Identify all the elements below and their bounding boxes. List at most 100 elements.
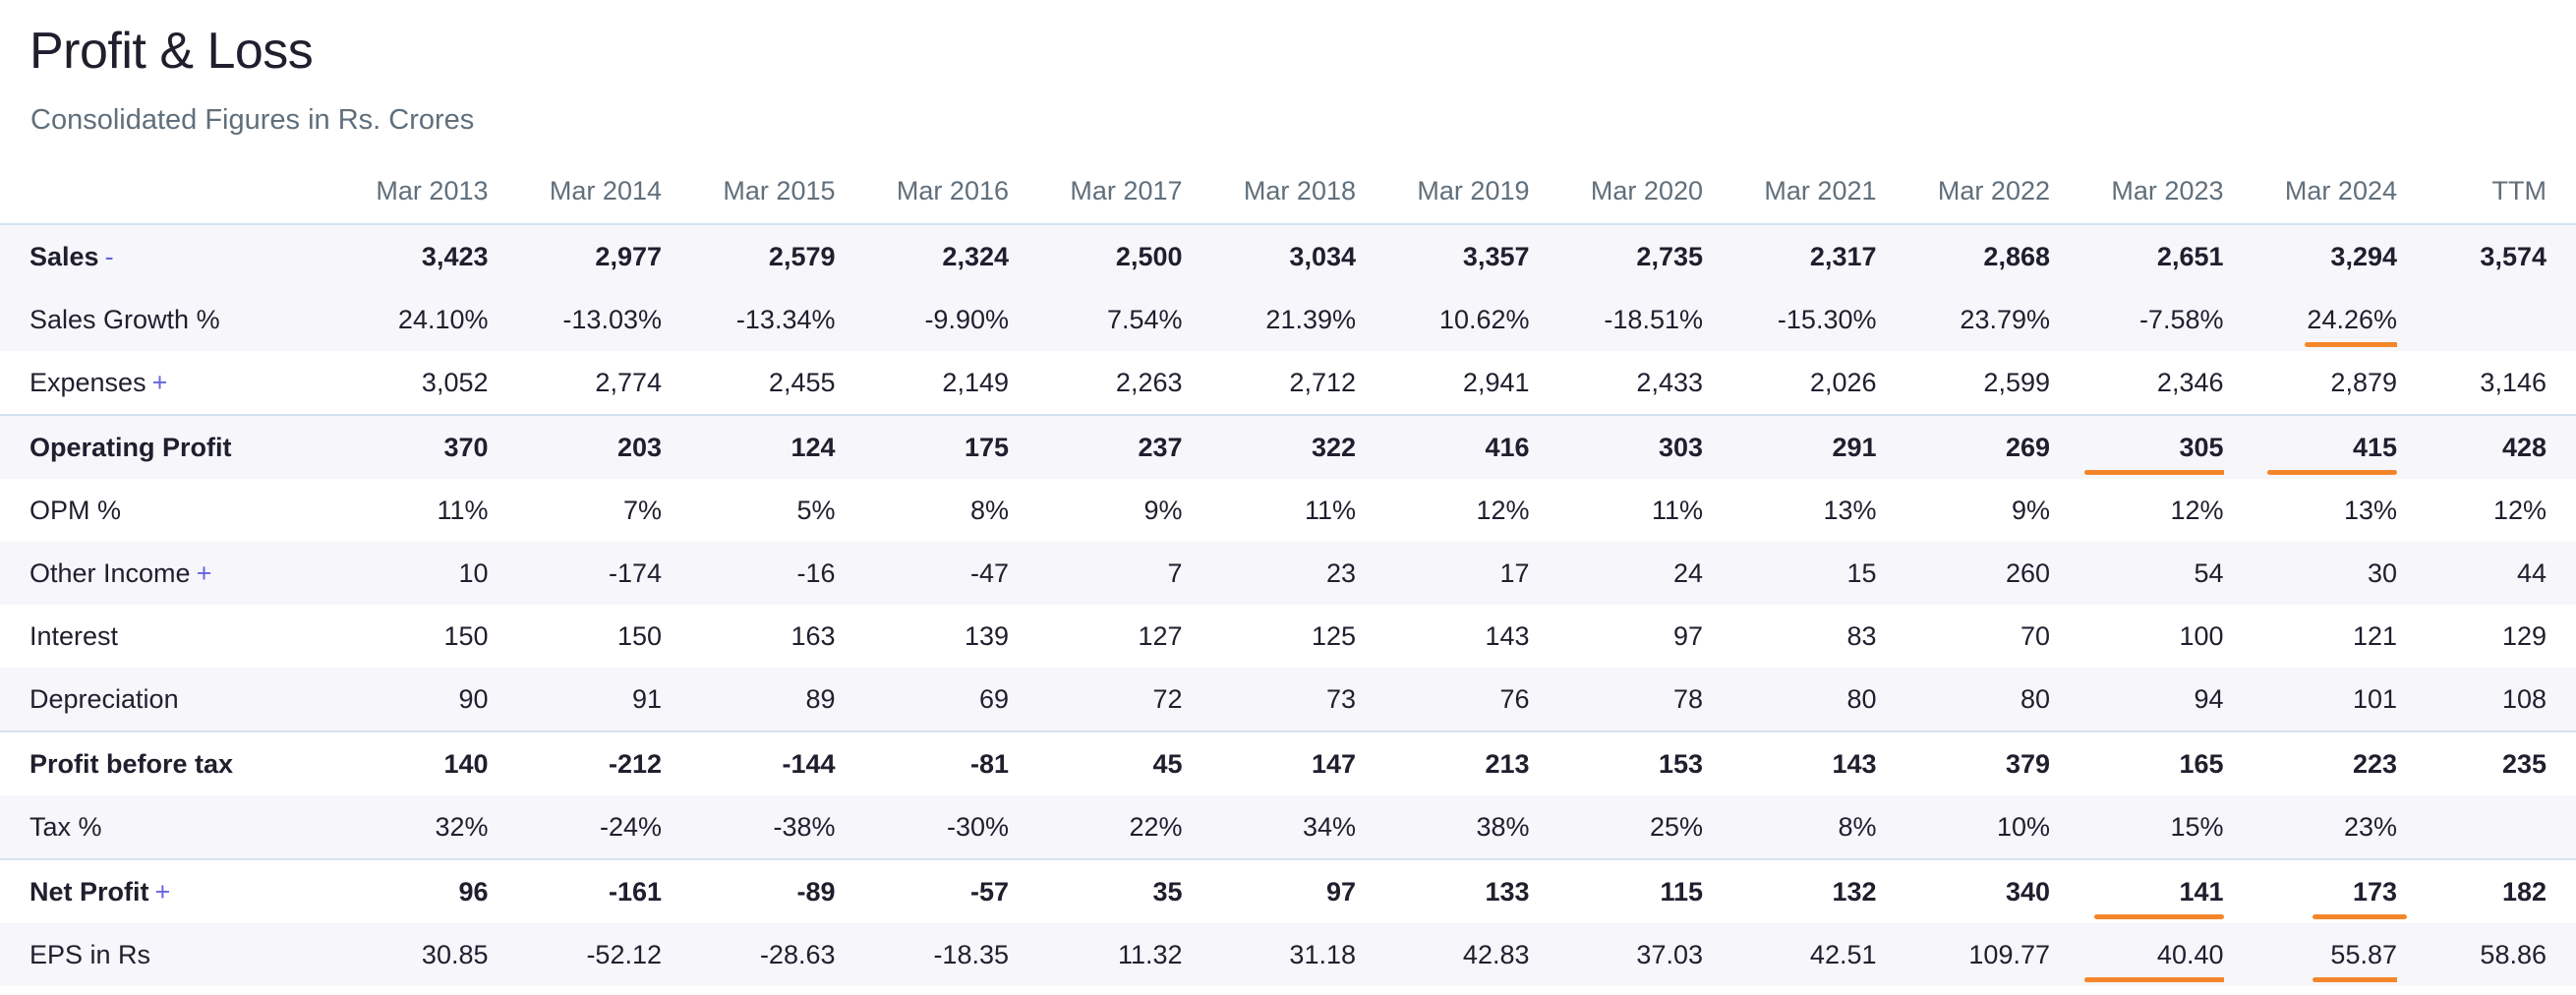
table-cell: 109.77 [1876, 923, 2050, 986]
row-other-income[interactable]: Other Income + 10 -174 -16 -47 7 23 17 24… [0, 542, 2576, 605]
row-sales[interactable]: Sales - 3,423 2,977 2,579 2,324 2,500 3,0… [0, 224, 2576, 288]
table-cell: 9% [1143, 495, 1183, 525]
table-cell: 303 [1529, 414, 1703, 479]
table-cell: 42.83 [1356, 923, 1530, 986]
table-cell: -212 [488, 731, 662, 795]
table-cell: 10% [1876, 795, 2050, 859]
table-cell: 143 [1485, 620, 1530, 651]
table-cell: 125 [1311, 620, 1356, 651]
table-cell: 213 [1356, 731, 1530, 795]
column-header: Mar 2022 [1876, 159, 2050, 225]
table-cell: 34% [1182, 795, 1356, 859]
profit-loss-table: Mar 2013 Mar 2014 Mar 2015 Mar 2016 Mar … [0, 159, 2576, 986]
page-subtitle: Consolidated Figures in Rs. Crores [30, 104, 475, 136]
table-cell: 127 [1138, 620, 1183, 651]
highlighted-cell: 141 [2050, 858, 2224, 923]
column-header: Mar 2017 [1009, 159, 1183, 225]
table-cell: 2,433 [1636, 367, 1703, 397]
row-label-text[interactable]: Expenses [29, 367, 146, 397]
table-cell: 15 [1703, 542, 1877, 605]
table-cell: 2,774 [595, 367, 662, 397]
table-cell: 12% [2170, 495, 2224, 525]
table-cell: 322 [1182, 414, 1356, 479]
table-cell: 97 [1182, 858, 1356, 923]
table-cell: -28.63 [662, 923, 836, 986]
row-net-profit[interactable]: Net Profit + 96 -161 -89 -57 35 97 133 11… [0, 858, 2576, 923]
page-title: Profit & Loss [29, 23, 314, 80]
column-header: Mar 2024 [2223, 159, 2397, 225]
table-cell: 54 [2050, 542, 2224, 605]
row-label: Interest [29, 620, 119, 651]
row-label[interactable]: Other Income + [0, 542, 315, 605]
row-label[interactable]: Sales - [0, 224, 315, 288]
row-label: Sales Growth % [0, 288, 315, 351]
table-cell: 42.51 [1703, 923, 1877, 986]
table-cell: 150 [616, 620, 662, 651]
row-label[interactable]: Expenses + [0, 351, 315, 415]
table-cell: 11% [437, 495, 489, 525]
table-cell: 12% [1476, 495, 1530, 525]
table-cell: -30% [835, 795, 1009, 859]
table-cell: -24% [488, 795, 662, 859]
table-cell: 416 [1356, 414, 1530, 479]
table-cell: 3,146 [2480, 367, 2547, 397]
table-cell: 3,423 [315, 224, 489, 288]
table-cell: 10.62% [1356, 288, 1530, 351]
table-cell: 260 [1876, 542, 2050, 605]
table-cell: 3,052 [421, 367, 489, 397]
table-cell: 2,455 [768, 367, 836, 397]
table-cell: 44 [2397, 542, 2576, 605]
table-cell: 30 [2223, 542, 2397, 605]
table-cell: -57 [835, 858, 1009, 923]
row-expenses[interactable]: Expenses + 3,052 2,774 2,455 2,149 2,263 … [0, 351, 2576, 415]
table-cell: 379 [1876, 731, 2050, 795]
expand-toggle[interactable]: + [154, 876, 171, 907]
table-cell: 5% [796, 495, 836, 525]
column-header: Mar 2014 [488, 159, 662, 225]
highlighted-cell: 55.87 [2223, 923, 2407, 986]
highlighted-cell: 40.40 [2050, 923, 2229, 986]
column-header: Mar 2019 [1356, 159, 1530, 225]
table-cell: -13.03% [488, 288, 662, 351]
table-cell: 13% [1823, 495, 1877, 525]
table-cell: 2,599 [1983, 367, 2050, 397]
table-cell: 38% [1356, 795, 1530, 859]
table-cell: 17 [1356, 542, 1530, 605]
row-label-text[interactable]: Net Profit [29, 876, 149, 907]
table-cell: 7 [1009, 542, 1183, 605]
column-header: Mar 2015 [662, 159, 836, 225]
table-cell: 96 [315, 858, 489, 923]
column-header: Mar 2018 [1182, 159, 1356, 225]
row-label: Profit before tax [0, 731, 315, 795]
table-cell: 2,879 [2330, 367, 2397, 397]
row-label: Tax % [0, 795, 315, 859]
table-cell: 291 [1703, 414, 1877, 479]
row-label: EPS in Rs [0, 923, 315, 986]
table-cell: 147 [1182, 731, 1356, 795]
expand-toggle[interactable]: + [151, 367, 168, 397]
row-label[interactable]: Net Profit + [0, 858, 315, 923]
table-cell: -174 [488, 542, 662, 605]
table-cell: 23 [1182, 542, 1356, 605]
table-cell: 45 [1009, 731, 1183, 795]
row-label: Operating Profit [0, 414, 315, 479]
table-cell: 11% [1651, 495, 1703, 525]
table-cell: 2,324 [835, 224, 1009, 288]
table-cell: -144 [662, 731, 836, 795]
table-cell: 24 [1529, 542, 1703, 605]
table-cell: 3,574 [2397, 224, 2576, 288]
table-cell: -81 [835, 731, 1009, 795]
collapse-toggle[interactable]: - [104, 241, 114, 271]
table-cell: 2,651 [2050, 224, 2224, 288]
table-cell: 91 [488, 668, 662, 732]
table-cell: 143 [1703, 731, 1877, 795]
column-header: Mar 2020 [1529, 159, 1703, 225]
table-cell: -38% [662, 795, 836, 859]
table-cell: 139 [964, 620, 1009, 651]
row-interest: Interest 150 150 163 139 127 125 143 97 … [0, 605, 2576, 668]
row-label-text[interactable]: Sales [29, 241, 99, 271]
row-label-text[interactable]: Other Income [29, 557, 191, 588]
expand-toggle[interactable]: + [196, 557, 212, 588]
row-depreciation: Depreciation 90 91 89 69 72 73 76 78 80 … [0, 668, 2576, 732]
table-cell: 140 [315, 731, 489, 795]
